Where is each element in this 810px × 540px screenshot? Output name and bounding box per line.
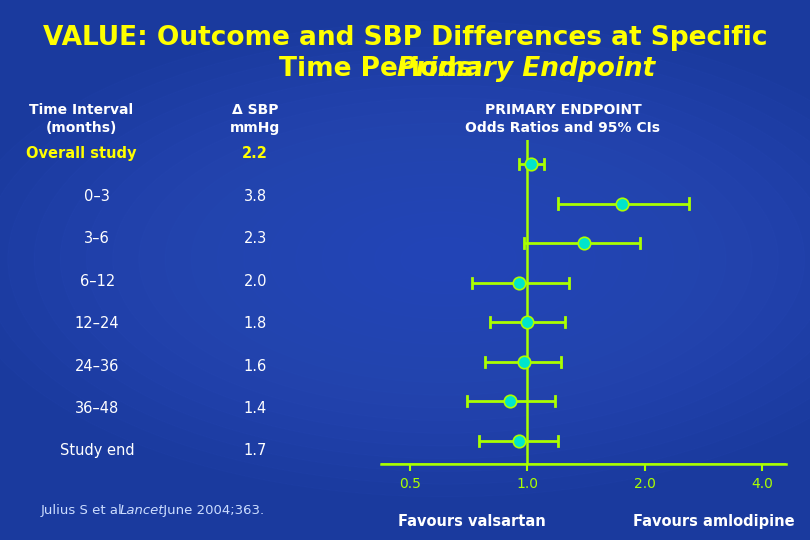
Ellipse shape [348, 212, 543, 306]
Ellipse shape [0, 22, 810, 497]
Ellipse shape [113, 98, 778, 421]
Text: 24–36: 24–36 [75, 359, 119, 374]
Text: 1.6: 1.6 [244, 359, 266, 374]
Ellipse shape [401, 238, 490, 281]
Ellipse shape [8, 47, 810, 471]
Text: Julius S et al.: Julius S et al. [40, 504, 130, 517]
Text: Lancet.: Lancet. [120, 504, 168, 517]
Text: 36–48: 36–48 [75, 401, 119, 416]
Ellipse shape [60, 72, 810, 446]
Ellipse shape [165, 123, 726, 395]
Text: June 2004;363.: June 2004;363. [159, 504, 264, 517]
Text: 6–12: 6–12 [79, 274, 115, 289]
Text: PRIMARY ENDPOINT
Odds Ratios and 95% CIs: PRIMARY ENDPOINT Odds Ratios and 95% CIs [466, 103, 660, 135]
Text: 1.7: 1.7 [244, 443, 266, 458]
Ellipse shape [87, 85, 804, 433]
Text: Primary Endpoint: Primary Endpoint [397, 56, 655, 82]
Text: Favours valsartan: Favours valsartan [398, 514, 546, 529]
Text: 2.2: 2.2 [242, 146, 268, 161]
Text: Favours amlodipine: Favours amlodipine [633, 514, 794, 529]
Text: 0–3: 0–3 [84, 189, 110, 204]
Ellipse shape [322, 199, 569, 319]
Text: 1.8: 1.8 [244, 316, 266, 331]
Text: 3–6: 3–6 [84, 231, 110, 246]
Ellipse shape [270, 174, 621, 345]
Text: Study end: Study end [60, 443, 134, 458]
Ellipse shape [244, 161, 647, 357]
Text: Time Periods:: Time Periods: [279, 56, 493, 82]
Ellipse shape [375, 225, 516, 294]
Ellipse shape [139, 111, 752, 408]
Ellipse shape [296, 187, 595, 332]
Ellipse shape [34, 60, 810, 458]
Ellipse shape [0, 35, 810, 484]
Ellipse shape [191, 136, 700, 382]
Text: 3.8: 3.8 [244, 189, 266, 204]
Text: Δ SBP
mmHg: Δ SBP mmHg [230, 103, 280, 135]
Text: Time Interval
(months): Time Interval (months) [29, 103, 133, 135]
Text: Overall study: Overall study [26, 146, 136, 161]
Ellipse shape [218, 148, 673, 370]
Text: VALUE: Outcome and SBP Differences at Specific: VALUE: Outcome and SBP Differences at Sp… [43, 25, 767, 51]
Text: 2.3: 2.3 [244, 231, 266, 246]
Text: 1.4: 1.4 [244, 401, 266, 416]
Text: 2.0: 2.0 [243, 274, 267, 289]
Text: 12–24: 12–24 [75, 316, 120, 331]
